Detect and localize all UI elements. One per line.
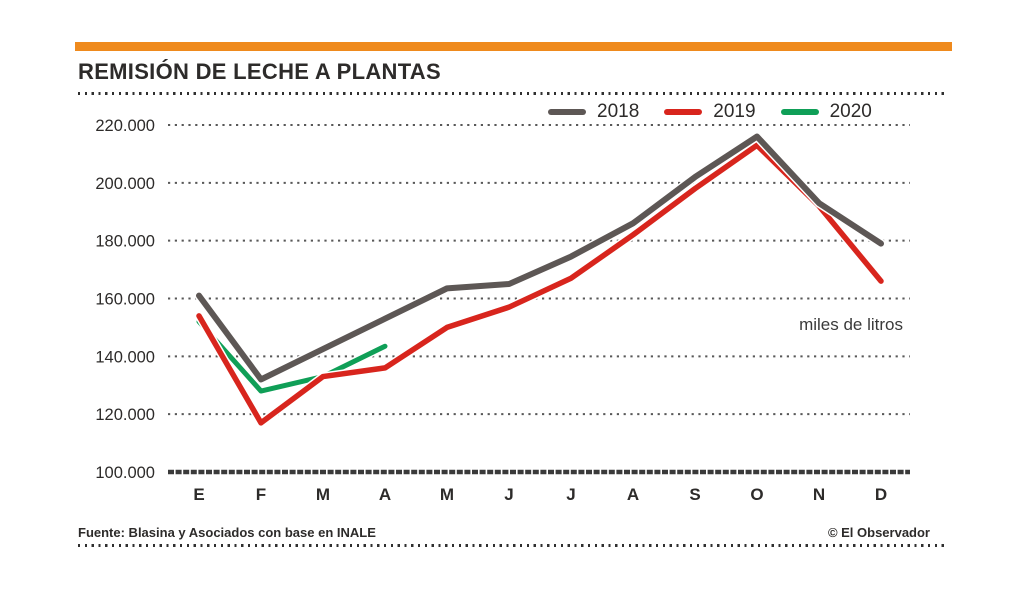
x-tick-label: F [256, 485, 266, 504]
y-tick-label: 220.000 [95, 117, 155, 135]
x-tick-label: M [440, 485, 454, 504]
source-credit: Fuente: Blasina y Asociados con base en … [78, 525, 376, 540]
legend-swatch-2018 [548, 109, 586, 115]
series-line-2018 [196, 133, 884, 383]
series-line-casing-2018 [194, 132, 886, 384]
chart-legend: 2018 2019 2020 [548, 102, 872, 122]
title-separator [78, 92, 945, 95]
series-line-2020 [196, 319, 388, 394]
accent-bar [75, 42, 952, 51]
legend-swatch-2019 [664, 109, 703, 115]
series-line-2019 [196, 142, 884, 426]
x-tick-label: M [316, 485, 330, 504]
y-tick-label: 120.000 [95, 406, 155, 424]
legend-label: 2019 [713, 101, 756, 122]
legend-label: 2020 [829, 101, 872, 122]
y-tick-label: 200.000 [95, 175, 155, 193]
chart-title: REMISIÓN DE LECHE A PLANTAS [78, 59, 441, 84]
legend-item-2018: 2018 [548, 102, 639, 122]
x-tick-label: E [193, 485, 204, 504]
x-tick-label: N [813, 485, 825, 504]
x-tick-label: S [689, 485, 700, 504]
y-tick-label: 100.000 [95, 464, 155, 482]
legend-item-2019: 2019 [664, 101, 756, 122]
y-tick-label: 160.000 [95, 291, 155, 309]
publisher-credit: © El Observador [827, 525, 930, 540]
x-tick-label: A [627, 485, 639, 504]
legend-item-2020: 2020 [780, 101, 872, 122]
footer-separator [78, 544, 945, 547]
x-tick-label: A [379, 485, 391, 504]
legend-swatch-2020 [780, 109, 819, 115]
unit-annotation: miles de litros [799, 315, 903, 334]
legend-label: 2018 [597, 101, 640, 122]
y-tick-label: 140.000 [95, 348, 155, 366]
x-tick-label: D [875, 485, 887, 504]
x-tick-label: O [750, 485, 763, 504]
y-tick-label: 180.000 [95, 233, 155, 251]
x-tick-label: J [504, 485, 513, 504]
x-tick-label: J [566, 485, 575, 504]
